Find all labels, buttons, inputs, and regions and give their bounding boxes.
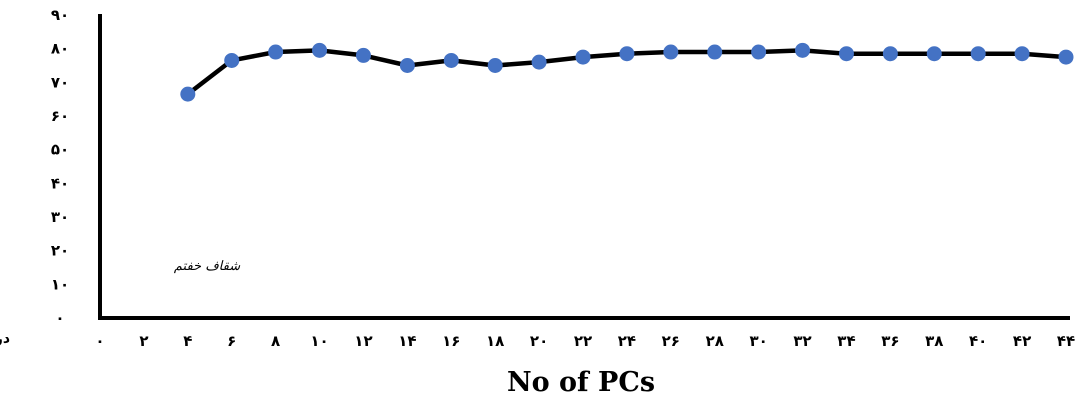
y-tick-label: ۷۰ — [51, 73, 69, 91]
y-tick-labels: ۰ ۱۰ ۲۰ ۳۰ ۴۰ ۵۰ ۶۰ ۷۰ ۸۰ ۹۰ — [51, 6, 69, 327]
x-tick-label: ۲ — [139, 332, 148, 350]
data-point — [663, 44, 679, 60]
data-point — [619, 46, 635, 62]
data-point — [575, 49, 591, 65]
y-tick-label: ۶۰ — [51, 107, 69, 125]
x-tick-label: ۴۰ — [969, 332, 987, 350]
x-tick-label: ۱۴ — [398, 332, 416, 350]
x-tick-label: ۸ — [271, 332, 280, 350]
series-group — [180, 42, 1074, 102]
x-tick-label: ۳۲ — [793, 332, 811, 350]
x-tick-label: ۱۲ — [354, 332, 372, 350]
x-tick-label: ۶ — [227, 332, 236, 350]
data-point — [751, 44, 767, 60]
data-point — [399, 58, 415, 73]
data-point — [224, 52, 240, 68]
annotation-label: شقاف خفتم — [174, 259, 241, 274]
y-tick-label: ۹۰ — [51, 6, 69, 24]
x-tick-label: ۲۸ — [706, 332, 724, 350]
x-tick-label: ۳۰ — [749, 332, 767, 350]
x-tick-labels: ۰ ۲ ۴ ۶ ۸ ۱۰ ۱۲ ۱۴ ۱۶ ۱۸ ۲۰ ۲۲ ۲۴ ۲۶ ۲۸ ۳۰ ۳۲ ۳۴ ۳۶ ۳۸ ۴۰ ۴۲ ۴… — [95, 332, 1075, 350]
data-point — [531, 54, 547, 70]
x-tick-label: ۲۴ — [618, 332, 636, 350]
y-tick-label: ۴۰ — [51, 174, 69, 192]
x-tick-label: ۳۶ — [881, 332, 899, 350]
data-point — [1014, 46, 1030, 62]
data-point — [926, 46, 942, 62]
data-point — [443, 52, 459, 68]
y-tick-label: ۵۰ — [51, 141, 69, 159]
x-tick-label: ۲۲ — [574, 332, 592, 350]
data-point — [707, 44, 723, 60]
y-tick-label: ۲۰ — [51, 242, 69, 260]
x-tick-label: ۴۴ — [1057, 332, 1075, 350]
data-point — [487, 58, 503, 73]
y-tick-label: ۱۰ — [51, 275, 69, 293]
x-tick-label: ۴۲ — [1013, 332, 1031, 350]
data-point — [268, 44, 284, 60]
x-tick-label: ۴ — [183, 332, 192, 350]
y-tick-label: ۳۰ — [51, 208, 69, 226]
data-point — [838, 46, 854, 62]
y-unit-label: درصد — [0, 331, 10, 347]
data-point — [795, 42, 811, 58]
axes — [98, 14, 1070, 320]
x-tick-label: ۲۰ — [530, 332, 548, 350]
data-point — [1058, 49, 1074, 65]
x-tick-label: ۱۰ — [310, 332, 328, 350]
x-tick-label: ۱۶ — [442, 332, 460, 350]
data-point — [312, 42, 328, 58]
y-tick-label: ۸۰ — [51, 40, 69, 58]
y-tick-label: ۰ — [55, 309, 64, 327]
data-point — [970, 46, 986, 62]
data-point — [180, 86, 196, 102]
data-point — [882, 46, 898, 62]
x-tick-label: ۳۴ — [837, 332, 855, 350]
x-tick-label: ۱۸ — [486, 332, 504, 350]
x-tick-label: ۳۸ — [925, 332, 943, 350]
x-tick-label: ۲۶ — [662, 332, 680, 350]
data-point — [355, 47, 371, 63]
x-tick-label: ۰ — [95, 332, 104, 350]
x-axis-title: No of PCs — [507, 367, 655, 398]
